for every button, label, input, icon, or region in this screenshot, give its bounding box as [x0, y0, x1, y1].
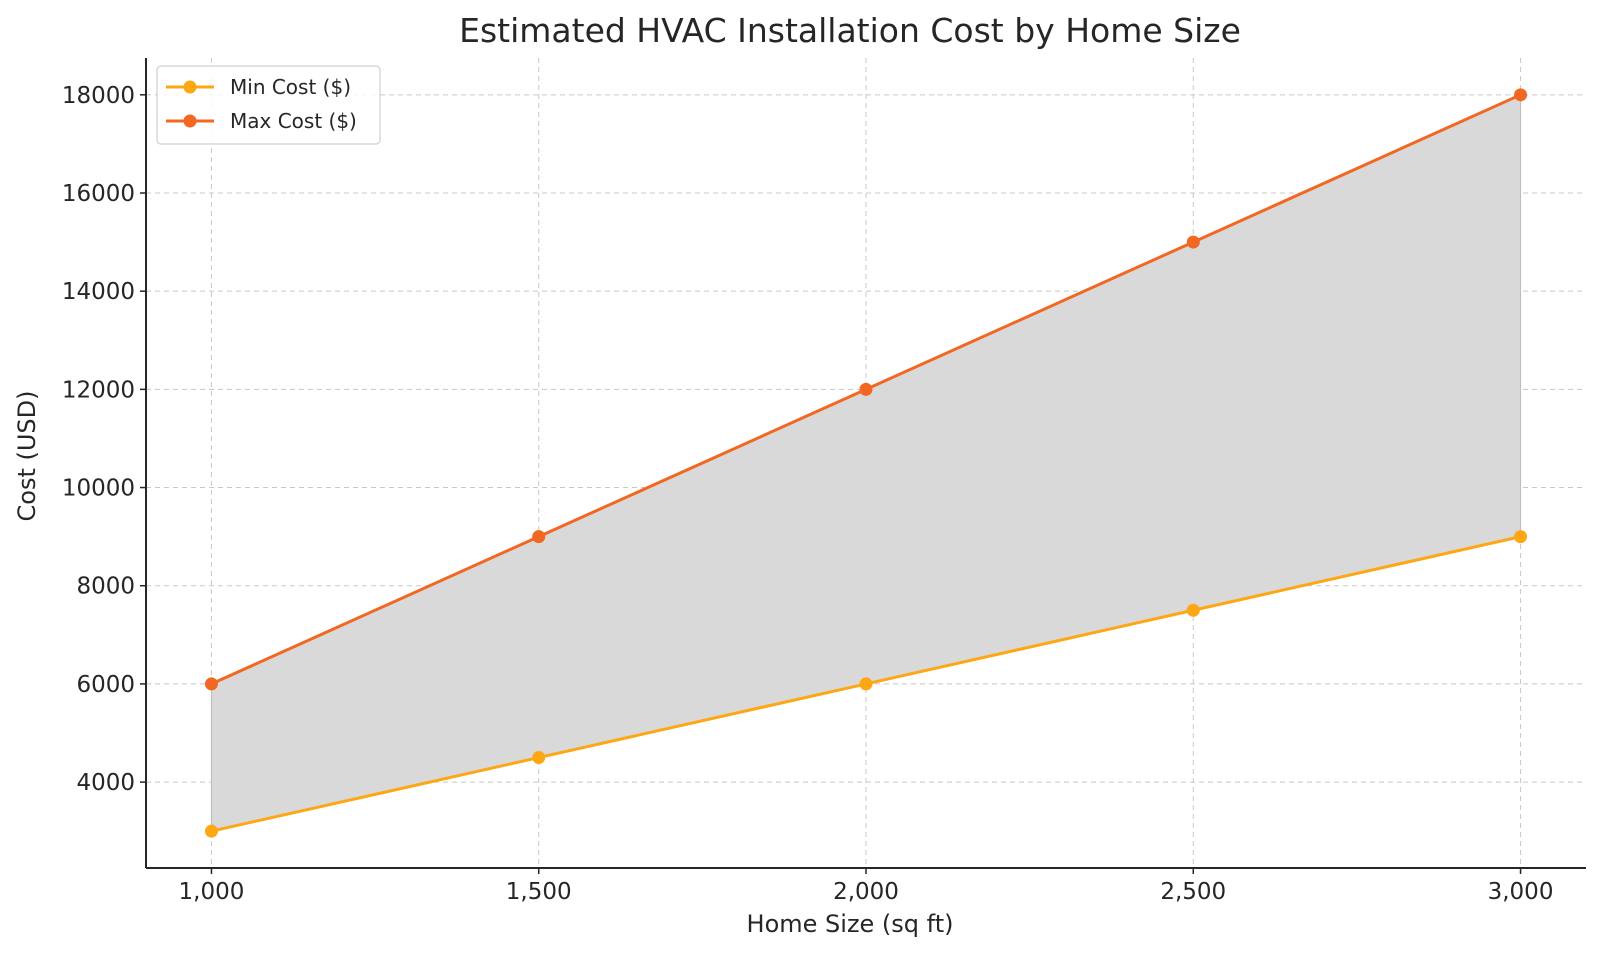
x-tick-label: 2,500 — [1160, 879, 1226, 905]
x-axis-label: Home Size (sq ft) — [747, 910, 954, 938]
legend-label: Max Cost ($) — [230, 109, 357, 133]
x-tick-label: 3,000 — [1488, 879, 1554, 905]
legend-swatch-marker — [183, 80, 197, 94]
y-tick-label: 18000 — [62, 83, 135, 109]
x-tick-label: 1,000 — [179, 879, 245, 905]
data-point — [204, 824, 218, 838]
y-tick-label: 12000 — [62, 377, 135, 403]
series-layer — [204, 88, 1528, 838]
data-point — [532, 751, 546, 765]
y-axis-label: Cost (USD) — [13, 391, 41, 522]
tick-labels: 1,000 1,500 2,000 2,500 3,000 4000 6000 8000 100… — [62, 83, 1554, 905]
legend: Min Cost ($) Max Cost ($) — [156, 65, 381, 145]
chart-title: Estimated HVAC Installation Cost by Home… — [459, 11, 1241, 50]
y-tick-label: 10000 — [62, 476, 135, 502]
x-tick-label: 1,500 — [506, 879, 572, 905]
data-point — [859, 382, 873, 396]
data-point — [532, 530, 546, 544]
legend-label: Min Cost ($) — [230, 75, 351, 99]
data-point — [1514, 88, 1528, 102]
y-tick-label: 14000 — [62, 279, 135, 305]
y-tick-label: 8000 — [76, 574, 135, 600]
data-point — [1514, 530, 1528, 544]
x-tick-label: 2,000 — [833, 879, 899, 905]
data-point — [859, 677, 873, 691]
axes — [140, 58, 1586, 874]
data-point — [1186, 235, 1200, 249]
data-point — [1186, 603, 1200, 617]
legend-swatch-marker — [183, 114, 197, 128]
data-point — [204, 677, 218, 691]
y-tick-label: 16000 — [62, 181, 135, 207]
y-tick-label: 6000 — [76, 672, 135, 698]
y-tick-label: 4000 — [76, 770, 135, 796]
